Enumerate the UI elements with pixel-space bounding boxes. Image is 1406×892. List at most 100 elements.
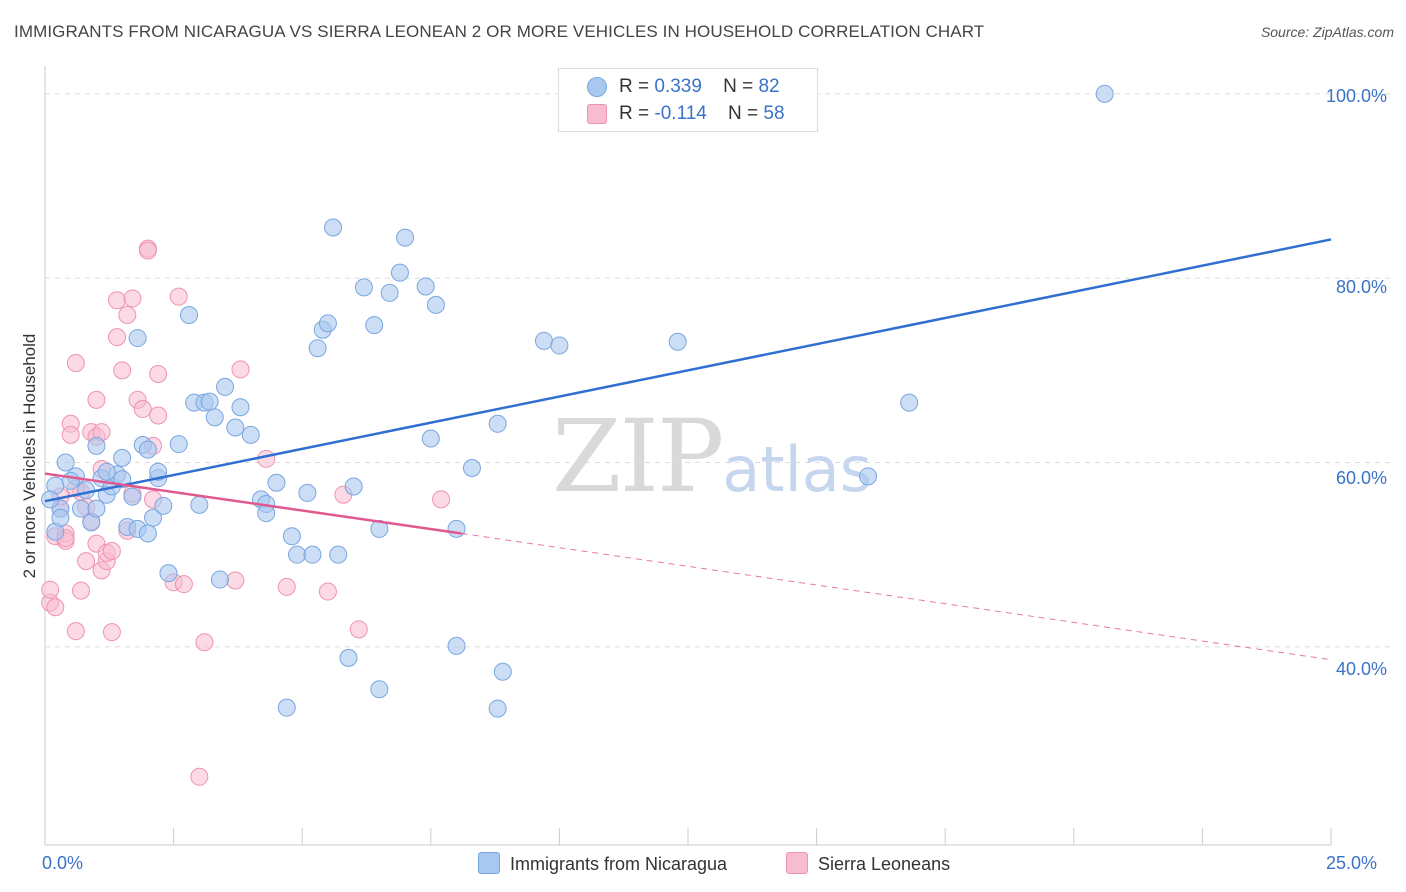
- data-point-immigrants-from-nicaragua: [61, 471, 80, 490]
- data-point-immigrants-from-nicaragua: [354, 278, 373, 297]
- data-point-sierra-leoneans: [61, 425, 80, 444]
- series-immigrants-from-nicaragua: [41, 84, 1114, 718]
- data-point-sierra-leoneans: [87, 390, 106, 409]
- data-point-immigrants-from-nicaragua: [138, 524, 157, 543]
- data-point-sierra-leoneans: [118, 306, 137, 325]
- data-point-immigrants-from-nicaragua: [380, 283, 399, 302]
- data-point-immigrants-from-nicaragua: [113, 448, 132, 467]
- legend-swatch-blue: [587, 77, 607, 97]
- data-point-sierra-leoneans: [72, 581, 91, 600]
- data-point-sierra-leoneans: [149, 365, 168, 384]
- data-point-sierra-leoneans: [277, 577, 296, 596]
- data-point-immigrants-from-nicaragua: [447, 636, 466, 655]
- data-point-immigrants-from-nicaragua: [1095, 84, 1114, 103]
- data-point-immigrants-from-nicaragua: [426, 295, 445, 314]
- data-point-immigrants-from-nicaragua: [87, 499, 106, 518]
- data-point-immigrants-from-nicaragua: [216, 377, 235, 396]
- data-point-immigrants-from-nicaragua: [205, 408, 224, 427]
- data-point-immigrants-from-nicaragua: [365, 316, 384, 335]
- data-point-immigrants-from-nicaragua: [123, 487, 142, 506]
- data-point-sierra-leoneans: [123, 289, 142, 308]
- trend-lines: [44, 238, 1332, 661]
- trend-line-sierra-leoneans-extended: [461, 532, 1332, 661]
- bottom-legend-label: Sierra Leoneans: [818, 854, 951, 874]
- data-point-immigrants-from-nicaragua: [200, 392, 219, 411]
- data-point-immigrants-from-nicaragua: [329, 545, 348, 564]
- data-point-immigrants-from-nicaragua: [169, 435, 188, 454]
- data-point-sierra-leoneans: [318, 582, 337, 601]
- data-point-sierra-leoneans: [77, 552, 96, 571]
- data-point-sierra-leoneans: [257, 449, 276, 468]
- data-point-immigrants-from-nicaragua: [154, 496, 173, 515]
- bottom-legend-swatch-pink: [786, 852, 808, 874]
- data-point-immigrants-from-nicaragua: [56, 453, 75, 472]
- data-point-immigrants-from-nicaragua: [668, 332, 687, 351]
- data-point-immigrants-from-nicaragua: [277, 698, 296, 717]
- data-point-immigrants-from-nicaragua: [390, 263, 409, 282]
- data-point-sierra-leoneans: [226, 571, 245, 590]
- x-tick-label-left: 0.0%: [42, 853, 84, 873]
- data-point-immigrants-from-nicaragua: [72, 499, 91, 518]
- data-point-immigrants-from-nicaragua: [226, 418, 245, 437]
- data-point-immigrants-from-nicaragua: [210, 570, 229, 589]
- data-point-immigrants-from-nicaragua: [318, 314, 337, 333]
- bottom-legend-nicaragua: Immigrants from Nicaragua: [478, 852, 727, 876]
- legend-n-label: N =: [727, 103, 759, 124]
- data-point-immigrants-from-nicaragua: [416, 277, 435, 296]
- data-point-immigrants-from-nicaragua: [241, 425, 260, 444]
- data-point-immigrants-from-nicaragua: [308, 339, 327, 358]
- data-point-immigrants-from-nicaragua: [128, 329, 147, 348]
- trend-line-immigrants-from-nicaragua: [44, 238, 1332, 503]
- legend-r-label: R =: [619, 103, 650, 124]
- data-point-sierra-leoneans: [108, 291, 127, 310]
- x-tick-label-right: 25.0%: [1326, 853, 1378, 873]
- data-point-immigrants-from-nicaragua: [190, 495, 209, 514]
- data-point-sierra-leoneans: [432, 490, 451, 509]
- data-point-sierra-leoneans: [46, 598, 65, 617]
- data-point-sierra-leoneans: [102, 623, 121, 642]
- data-point-sierra-leoneans: [174, 575, 193, 594]
- axes: [44, 66, 1332, 846]
- chart-title: IMMIGRANTS FROM NICARAGUA VS SIERRA LEON…: [14, 22, 985, 41]
- y-tick-label-80: 80.0%: [1336, 277, 1388, 297]
- legend-r-value: -0.114: [654, 103, 707, 124]
- data-point-immigrants-from-nicaragua: [550, 336, 569, 355]
- data-point-immigrants-from-nicaragua: [97, 462, 116, 481]
- data-point-immigrants-from-nicaragua: [488, 699, 507, 718]
- data-point-immigrants-from-nicaragua: [324, 218, 343, 237]
- y-axis-label: 2 or more Vehicles in Household: [20, 333, 39, 579]
- data-point-sierra-leoneans: [102, 541, 121, 560]
- legend-n-label: N =: [723, 76, 754, 97]
- bottom-legend-sierra-leone: Sierra Leoneans: [786, 852, 950, 876]
- chart-source: Source: ZipAtlas.com: [1260, 24, 1394, 40]
- data-point-immigrants-from-nicaragua: [180, 306, 199, 325]
- data-point-immigrants-from-nicaragua: [344, 477, 363, 496]
- data-point-immigrants-from-nicaragua: [370, 680, 389, 699]
- legend-n-value: 82: [758, 76, 780, 97]
- data-point-immigrants-from-nicaragua: [493, 662, 512, 681]
- data-point-sierra-leoneans: [149, 406, 168, 425]
- data-point-immigrants-from-nicaragua: [396, 228, 415, 247]
- data-point-immigrants-from-nicaragua: [298, 483, 317, 502]
- correlation-legend: R = 0.339 N = 82 R = -0.114 N = 58: [558, 68, 818, 132]
- data-point-immigrants-from-nicaragua: [267, 473, 286, 492]
- data-point-sierra-leoneans: [195, 633, 214, 652]
- data-point-immigrants-from-nicaragua: [159, 564, 178, 583]
- legend-r-value: 0.339: [654, 76, 702, 97]
- watermark-atlas: atlas: [722, 433, 873, 506]
- data-point-immigrants-from-nicaragua: [288, 545, 307, 564]
- data-point-sierra-leoneans: [138, 241, 157, 260]
- legend-swatch-pink: [587, 104, 607, 124]
- data-point-sierra-leoneans: [41, 580, 60, 599]
- y-tick-label-100: 100.0%: [1326, 86, 1388, 106]
- data-point-immigrants-from-nicaragua: [488, 414, 507, 433]
- legend-text-sierra-leone: R = -0.114 N = 58: [619, 102, 785, 126]
- legend-text-nicaragua: R = 0.339 N = 82: [619, 75, 780, 99]
- data-point-immigrants-from-nicaragua: [138, 440, 157, 459]
- watermark: ZIPatlas: [552, 398, 872, 515]
- bottom-legend-label: Immigrants from Nicaragua: [510, 854, 728, 874]
- data-point-sierra-leoneans: [190, 767, 209, 786]
- data-point-immigrants-from-nicaragua: [421, 429, 440, 448]
- data-point-immigrants-from-nicaragua: [231, 398, 250, 417]
